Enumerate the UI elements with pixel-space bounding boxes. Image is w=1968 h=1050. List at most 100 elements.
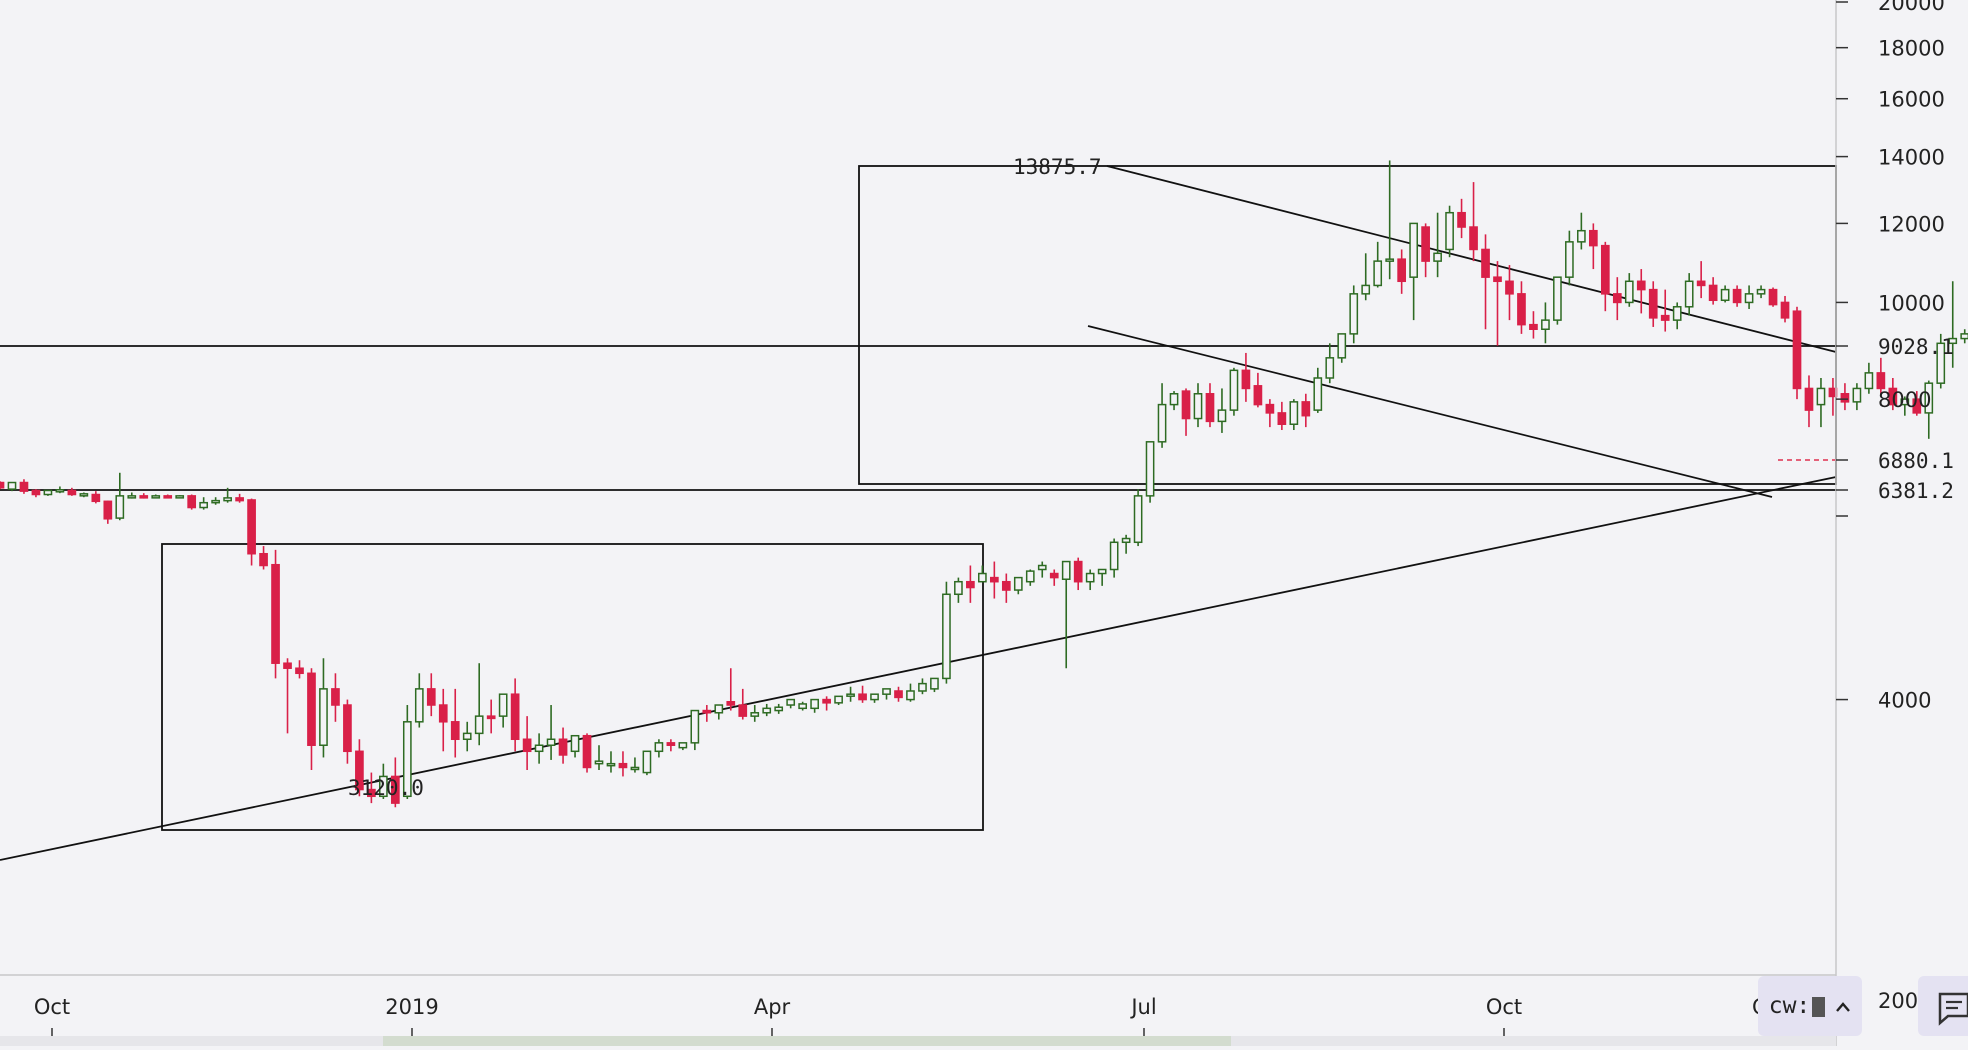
candle[interactable] [678,742,688,751]
candle[interactable] [1229,367,1239,416]
candle[interactable] [7,481,17,492]
candle[interactable] [1780,295,1790,323]
candle[interactable] [1816,377,1826,428]
candle[interactable] [1660,289,1670,332]
candle[interactable] [163,494,173,499]
candle[interactable] [1385,160,1395,280]
candle[interactable] [151,494,161,499]
candle[interactable] [1636,269,1646,314]
candle[interactable] [1289,399,1299,431]
candle[interactable] [1133,489,1143,547]
candle[interactable] [1025,569,1035,586]
candle[interactable] [834,695,843,706]
candle[interactable] [654,739,664,758]
candle[interactable] [1948,281,1958,368]
candle[interactable] [606,751,616,773]
candle[interactable] [534,733,544,764]
candle[interactable] [1708,277,1718,305]
candle[interactable] [1684,273,1694,316]
candle[interactable] [1001,573,1011,603]
candle[interactable] [1409,222,1418,321]
candle[interactable] [1505,265,1514,321]
candle[interactable] [1888,377,1898,411]
candle[interactable] [1241,352,1251,402]
candle[interactable] [726,668,736,711]
candle[interactable] [235,493,244,503]
candle[interactable] [79,492,89,498]
candle[interactable] [414,673,424,728]
candle[interactable] [774,703,784,714]
candle[interactable] [1720,285,1730,303]
candle[interactable] [786,698,796,709]
candle[interactable] [1253,372,1263,408]
candle[interactable] [1445,205,1454,258]
trend-line[interactable] [1087,325,1773,498]
trend-line[interactable] [1106,165,1837,353]
price-axis[interactable]: 2000018000160001400012000100008000400020… [1835,0,1954,1046]
candle[interactable] [1145,441,1155,503]
candle[interactable] [43,489,53,496]
candle[interactable] [906,683,915,702]
candle[interactable] [738,688,748,720]
time-scrollbar-thumb[interactable] [383,1036,1231,1046]
candle[interactable] [1349,285,1359,344]
candle[interactable] [618,751,628,777]
candle[interactable] [1541,302,1550,344]
candle[interactable] [19,479,29,494]
candle[interactable] [642,750,652,776]
candle[interactable] [546,705,556,760]
candle[interactable] [187,494,197,510]
crosshair-widget[interactable]: cw: [1758,976,1862,1036]
candle[interactable] [1493,261,1502,346]
candle[interactable] [355,739,364,797]
candle[interactable] [450,688,460,758]
candle[interactable] [1013,576,1023,595]
candle[interactable] [486,699,496,734]
candle[interactable] [379,763,388,800]
candle[interactable] [1469,182,1478,262]
candle[interactable] [139,493,149,499]
candle[interactable] [846,686,855,702]
candle[interactable] [1792,306,1802,400]
candle[interactable] [582,733,592,773]
candle[interactable] [510,678,520,752]
candle[interactable] [1157,383,1167,448]
chevron-up-icon[interactable] [1835,993,1851,1019]
candle[interactable] [1936,333,1946,389]
candle[interactable] [223,487,232,503]
candle[interactable] [966,565,975,603]
candle[interactable] [367,772,376,804]
candle[interactable] [1648,281,1658,327]
candle[interactable] [1433,212,1442,278]
candle[interactable] [259,546,268,570]
candle[interactable] [1900,396,1910,416]
candle[interactable] [319,658,328,758]
candle[interactable] [1169,391,1179,411]
candle[interactable] [402,705,412,800]
trend-line[interactable] [0,476,1837,861]
candle[interactable] [67,487,77,496]
candle[interactable] [810,698,819,713]
candle[interactable] [1732,285,1742,307]
candle[interactable] [1577,212,1586,250]
candle[interactable] [331,673,340,722]
candle[interactable] [1313,367,1323,413]
candle[interactable] [1457,198,1466,239]
comment-button[interactable] [1918,976,1968,1036]
candle[interactable] [103,500,113,524]
candle[interactable] [1373,241,1383,288]
candle[interactable] [175,495,185,499]
candle[interactable] [438,688,448,752]
candle[interactable] [1864,362,1874,394]
range-rectangle[interactable] [161,543,984,831]
candle[interactable] [702,705,712,722]
candle[interactable] [858,685,867,703]
candle[interactable] [1612,277,1622,321]
candle[interactable] [1588,223,1598,270]
candle[interactable] [570,734,580,758]
candle[interactable] [474,663,484,746]
candle[interactable] [1061,560,1071,669]
candle[interactable] [1421,223,1430,278]
candle[interactable] [666,739,676,752]
